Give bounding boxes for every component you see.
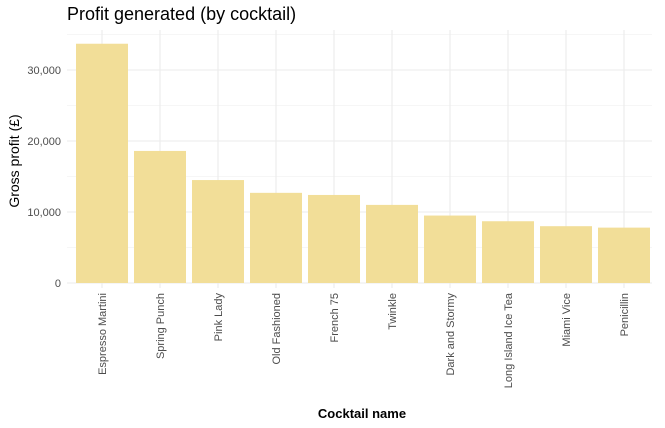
y-tick-label: 0: [55, 278, 61, 290]
x-tick-label: Miami Vice: [561, 293, 573, 347]
x-tick-label: Long Island Ice Tea: [503, 292, 515, 388]
bar: [192, 180, 244, 283]
x-tick-label: Spring Punch: [155, 293, 167, 359]
y-tick-label: 20,000: [27, 136, 61, 148]
x-tick-label: Penicillin: [619, 293, 631, 336]
bar: [540, 226, 592, 283]
bar: [76, 43, 128, 284]
bar: [482, 221, 534, 283]
x-tick-label: Old Fashioned: [271, 293, 283, 365]
bars: [76, 43, 650, 284]
bar: [366, 204, 418, 283]
chart-title: Profit generated (by cocktail): [67, 4, 296, 24]
y-axis-title: Gross profit (£): [6, 114, 22, 207]
y-axis-ticks: 0 10,000 20,000 30,000: [27, 65, 61, 290]
x-tick-label: Dark and Stormy: [445, 293, 457, 376]
bar: [134, 150, 186, 283]
bar: [308, 194, 360, 283]
bar: [424, 215, 476, 283]
y-tick-label: 30,000: [27, 65, 61, 77]
x-axis-ticks: Espresso Martini Spring Punch Pink Lady Old…: [97, 292, 631, 388]
bar: [598, 227, 650, 283]
x-tick-label: Espresso Martini: [97, 293, 109, 375]
x-tick-label: Pink Lady: [213, 293, 225, 342]
x-tick-label: Twinkle: [387, 293, 399, 330]
x-axis-title: Cocktail name: [318, 406, 406, 421]
x-tick-label: French 75: [329, 293, 341, 343]
y-tick-label: 10,000: [27, 207, 61, 219]
bar: [250, 192, 302, 283]
